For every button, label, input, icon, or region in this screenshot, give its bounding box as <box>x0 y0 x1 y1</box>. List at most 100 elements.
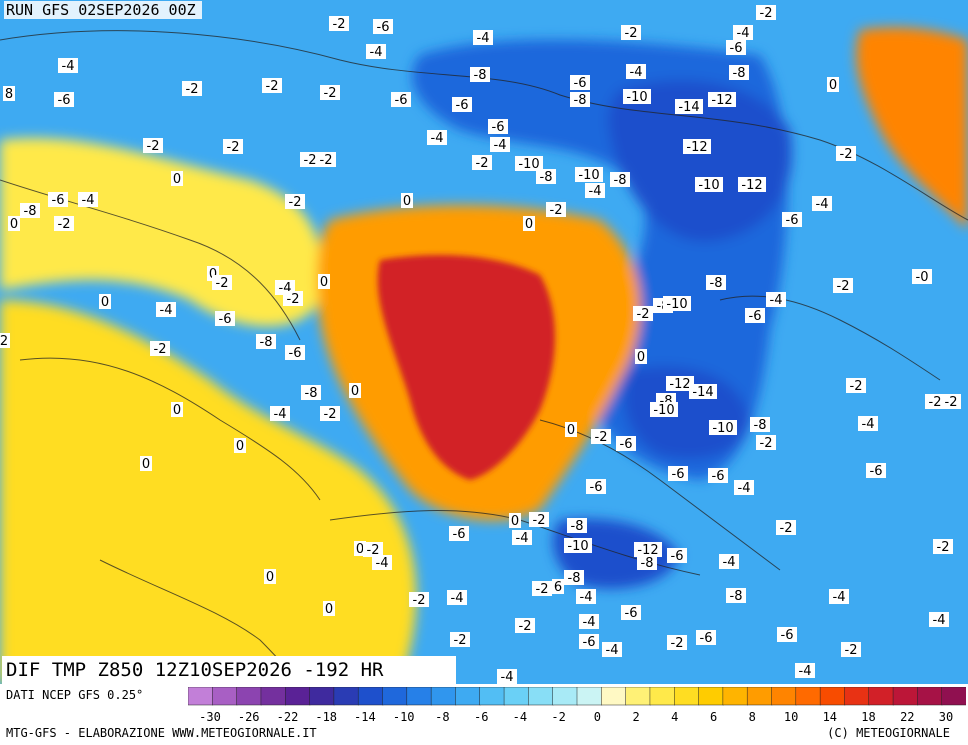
contour-label-bg <box>777 627 797 642</box>
contour-label-text: -2 <box>186 82 199 97</box>
contour-label: 2 <box>0 333 10 349</box>
contour-label-bg <box>472 155 492 170</box>
contour-label-bg <box>616 436 636 451</box>
contour-label-bg <box>623 89 651 104</box>
contour-label: -4 <box>929 612 949 628</box>
contour-label-text: -10 <box>578 168 599 183</box>
contour-label: -8 <box>536 169 556 185</box>
contour-label: -2 <box>300 152 320 168</box>
contour-label-bg <box>585 183 605 198</box>
contour-label: -6 <box>621 605 641 621</box>
contour-label-bg <box>734 480 754 495</box>
contour-label: -2 <box>515 618 535 634</box>
contour-label-text: -2 <box>595 430 608 445</box>
colorbar-tick-label: -6 <box>474 710 488 724</box>
contour-label: -8 <box>726 588 746 604</box>
contour-label-text: -2 <box>533 513 546 528</box>
contour-label-bg <box>256 334 276 349</box>
isotherm-labels: -2 -6-4-2-4 -2 -4-6-4-68 -2 -2 -2 -6-8-6-4-6-8-… <box>0 5 961 684</box>
colorbar-swatch <box>625 687 651 706</box>
contour-label-bg <box>933 539 953 554</box>
contour-label-bg <box>750 417 770 432</box>
contour-label-text: -4 <box>451 591 464 606</box>
contour-label-text: -4 <box>630 65 643 80</box>
contour-label-bg <box>497 669 517 684</box>
warm-anomaly-core <box>377 255 555 480</box>
contour-label: -2 <box>182 81 202 97</box>
contour-label-text: -2 <box>780 521 793 536</box>
contour-label-text: -2 <box>937 540 950 555</box>
contour-label-text: 0 <box>356 542 364 557</box>
contour-label-bg <box>300 152 320 167</box>
contour-label-text: -2 <box>289 195 302 210</box>
contour-label: -2 <box>329 16 349 32</box>
contour-label: -4 <box>512 530 532 546</box>
contour-label-text: 0 <box>10 217 18 232</box>
contour-label: -2 <box>472 155 492 171</box>
contour-label-text: -2 <box>536 582 549 597</box>
colorbar-swatch <box>236 687 262 706</box>
contour-label-bg <box>20 203 40 218</box>
contour-label: 0 <box>318 274 330 290</box>
contour-label-bg <box>54 216 74 231</box>
contour-label-text: -12 <box>669 377 690 392</box>
colorbar-swatch <box>285 687 311 706</box>
contour-label-bg <box>48 192 68 207</box>
contour-label: -8 <box>470 67 490 83</box>
contour-label-text: -8 <box>641 556 654 571</box>
contour-label-text: -4 <box>160 303 173 318</box>
contour-label-bg <box>564 538 592 553</box>
contour-label-text: -8 <box>710 276 723 291</box>
contour-label-bg <box>329 16 349 31</box>
contour-label-text: -12 <box>741 178 762 193</box>
contour-label-bg <box>509 513 521 528</box>
contour-label-bg <box>567 518 587 533</box>
contour-label-text: 0 <box>209 267 217 282</box>
contour-label-bg <box>782 212 802 227</box>
contour-label: -6 <box>866 463 886 479</box>
contour-label-bg <box>3 86 15 101</box>
contour-label-bg <box>427 130 447 145</box>
contour-label-bg <box>156 302 176 317</box>
contour-label-text: -6 <box>590 480 603 495</box>
contour-label-text: -2 <box>476 156 489 171</box>
contour-label-bg <box>683 139 711 154</box>
contour-label: 0 <box>323 601 335 617</box>
contour-label-text: -4 <box>274 407 287 422</box>
contour-label-text: -6 <box>671 549 684 564</box>
colorbar-tick-label: -10 <box>393 710 415 724</box>
contour-label-bg <box>668 466 688 481</box>
contour-label-bg <box>450 632 470 647</box>
colorbar-tick-label: 0 <box>594 710 601 724</box>
contour-label-bg <box>552 579 564 594</box>
contour-label-bg <box>579 614 599 629</box>
contour-label: -6 <box>586 479 606 495</box>
contour-label-bg <box>633 306 653 321</box>
colorbar-swatch <box>941 687 966 706</box>
contour-label-text: -6 <box>289 346 302 361</box>
contour-label-bg <box>591 429 611 444</box>
colorbar-swatch <box>722 687 748 706</box>
contour-label-bg <box>452 97 472 112</box>
contour-label-bg <box>488 119 508 134</box>
contour-label: -2 <box>846 378 866 394</box>
data-source-label: DATI NCEP GFS 0.25° <box>6 688 144 702</box>
contour-label-text: -2 <box>671 636 684 651</box>
contour-label-bg <box>726 588 746 603</box>
contour-label: -6 <box>285 345 305 361</box>
contour-label-bg <box>320 406 340 421</box>
colorbar-tick-label: -14 <box>354 710 376 724</box>
contour-label-bg <box>729 65 749 80</box>
contour-label-bg <box>776 520 796 535</box>
colorbar-tick-label: -22 <box>277 710 299 724</box>
contour-label-text: -6 <box>456 98 469 113</box>
contour-label-bg <box>285 194 305 209</box>
contour-label: -6 <box>696 630 716 646</box>
contour-label-text: -2 <box>58 217 71 232</box>
contour-label: -4 <box>626 64 646 80</box>
contour-label: -4 <box>270 406 290 422</box>
contour-label-text: -8 <box>568 571 581 586</box>
contour-label-text: -4 <box>862 417 875 432</box>
contour-label: 0 <box>264 569 276 585</box>
contour-label-text: -6 <box>786 213 799 228</box>
